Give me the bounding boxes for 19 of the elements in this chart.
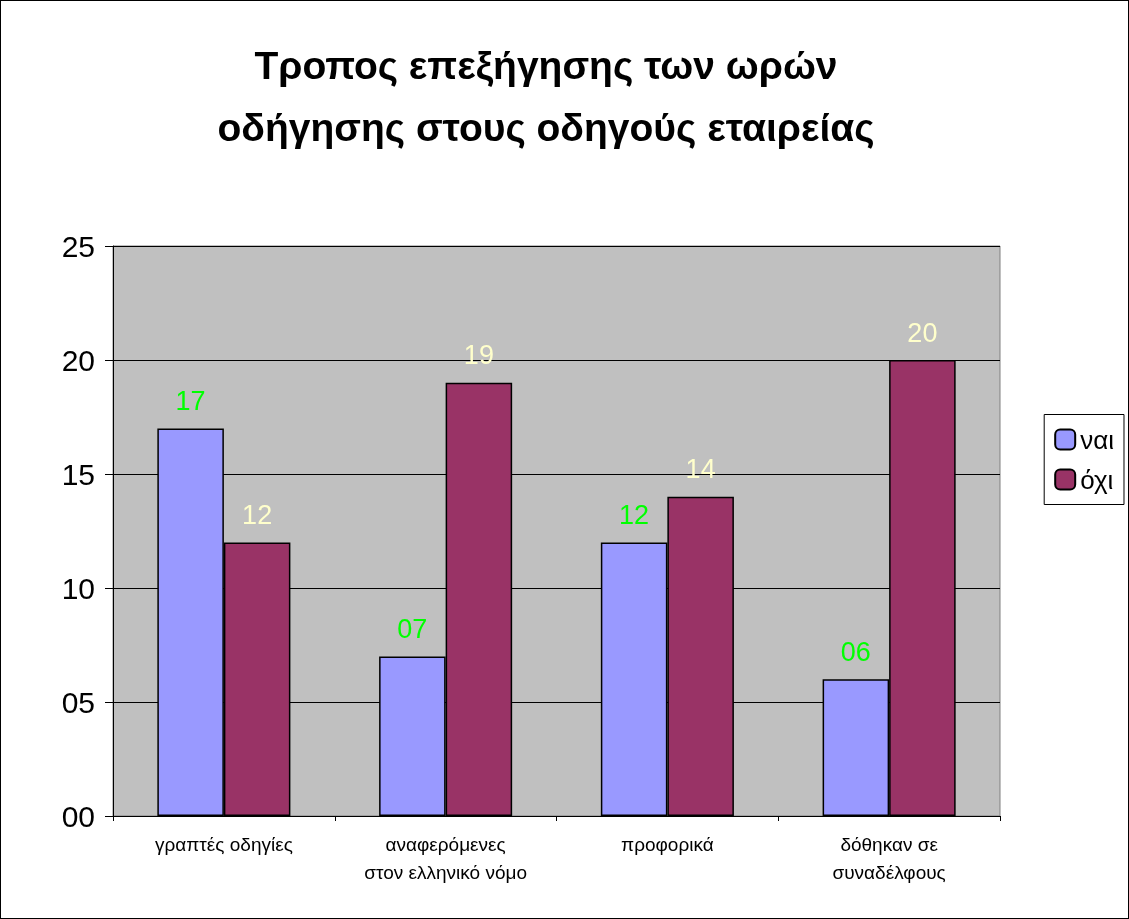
data-label: 07: [397, 613, 428, 644]
data-label: 06: [840, 636, 871, 667]
y-tick-label: 25: [61, 229, 95, 263]
x-tick-label: γραπτές οδηγίες: [154, 833, 293, 855]
y-tick-label: 05: [61, 685, 95, 719]
y-tick-label: 10: [61, 571, 95, 605]
data-label: 12: [242, 499, 273, 530]
data-label: 20: [907, 317, 938, 348]
data-label: 17: [175, 385, 206, 416]
y-tick-label: 20: [61, 343, 95, 377]
chart-title: Τροπος επεξήγησης των ωρών οδήγησης στους οδηγούς εταιρείας: [217, 43, 875, 149]
x-tick-label: δόθηκαν σε συναδέλφους: [832, 833, 946, 883]
x-tick-label: προφορικά: [621, 833, 714, 855]
data-label: 12: [619, 499, 650, 530]
x-tick-label: αναφερόμενες στον ελληνικό νόμο: [364, 833, 528, 883]
y-tick-label: 00: [61, 799, 95, 833]
legend-label: ναι: [1080, 424, 1115, 455]
legend-label: όχι: [1080, 464, 1114, 495]
y-tick-label: 15: [61, 457, 95, 491]
